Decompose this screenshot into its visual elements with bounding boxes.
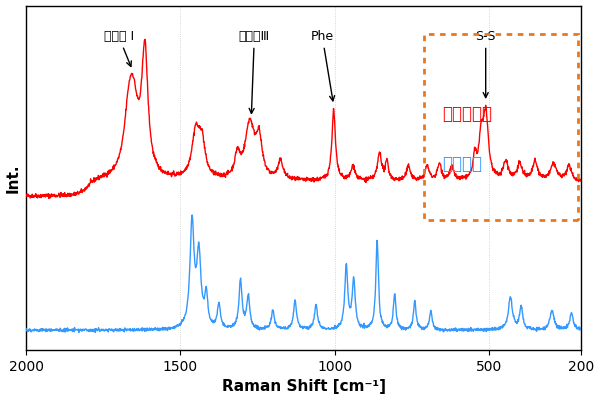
Text: S-S: S-S [475, 30, 496, 98]
Bar [424, 34, 578, 220]
Text: Phe: Phe [311, 30, 335, 101]
X-axis label: Raman Shift [cm⁻¹]: Raman Shift [cm⁻¹] [222, 380, 386, 394]
Text: ナイロン: ナイロン [443, 155, 482, 173]
Text: アミド I: アミド I [104, 30, 134, 66]
Text: タンパク質: タンパク質 [443, 105, 493, 123]
Y-axis label: Int.: Int. [5, 163, 20, 193]
Text: アミドⅢ: アミドⅢ [239, 30, 270, 114]
